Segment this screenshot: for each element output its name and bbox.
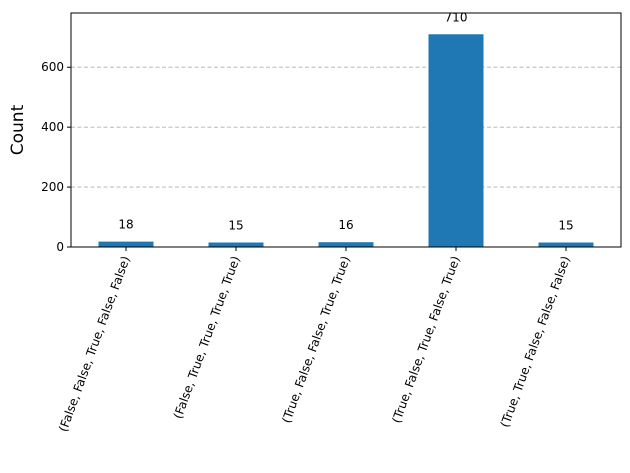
y-tick-label: 600 xyxy=(41,60,64,74)
x-tick-label: (False, False, True, False, False) xyxy=(56,254,133,433)
x-tick-label: (True, False, True, False, True) xyxy=(389,254,463,425)
bar-2 xyxy=(318,242,374,247)
x-tick-label: (False, True, True, True, True) xyxy=(171,254,243,420)
grid-lines xyxy=(71,66,621,188)
bar-value-label: 15 xyxy=(558,219,573,233)
y-tick-label: 200 xyxy=(41,180,64,194)
x-tick-label: (True, True, False, False, False) xyxy=(498,254,573,429)
x-tick-label: (True, False, False, True, True) xyxy=(279,254,353,425)
bar-value-label: 710 xyxy=(445,10,468,24)
bar-0 xyxy=(98,241,154,247)
bars xyxy=(98,34,594,247)
bar-value-label: 18 xyxy=(118,218,133,232)
y-tick-label: 400 xyxy=(41,120,64,134)
bar-4 xyxy=(538,242,594,247)
y-tick-label: 0 xyxy=(56,240,64,254)
axes xyxy=(70,12,622,248)
bar-1 xyxy=(208,242,264,247)
plot-frame xyxy=(70,12,622,248)
bar-value-label: 16 xyxy=(338,218,353,232)
bar-3 xyxy=(428,34,484,247)
y-axis-title: Count xyxy=(8,104,28,155)
data-labels: 18 15 16 710 15 xyxy=(118,10,573,232)
bar-value-label: 15 xyxy=(228,219,243,233)
